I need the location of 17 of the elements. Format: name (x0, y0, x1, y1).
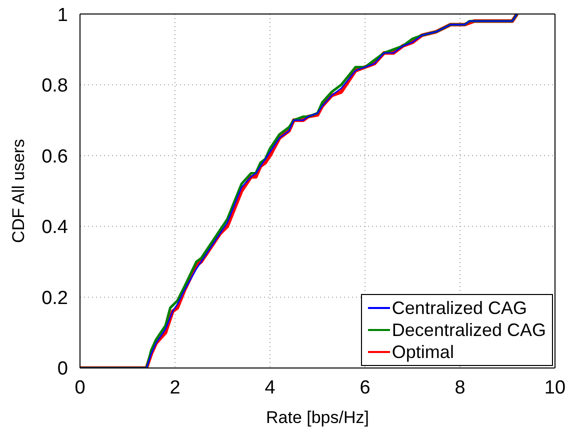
legend-label: Decentralized CAG (392, 319, 546, 341)
y-tick-label: 0 (57, 358, 68, 380)
x-tick-label: 8 (454, 377, 466, 398)
y-axis-title: CDF All users (9, 139, 28, 243)
x-tick-label: 2 (170, 377, 180, 398)
y-tick-label: 0.8 (42, 76, 68, 97)
x-axis-title: Rate [bps/Hz] (266, 408, 369, 427)
legend-label: Optimal (392, 341, 454, 363)
x-tick-label: 10 (544, 377, 566, 398)
y-tick-label: 0.6 (42, 146, 68, 168)
legend-label: Centralized CAG (392, 297, 527, 319)
y-tick-label: 0.4 (42, 217, 68, 238)
y-tick-label: 0.2 (42, 288, 68, 309)
y-tick-label: 1 (57, 4, 68, 26)
x-tick-label: 6 (360, 377, 370, 398)
x-tick-label: 4 (264, 377, 276, 398)
x-tick-label: 0 (74, 377, 86, 398)
